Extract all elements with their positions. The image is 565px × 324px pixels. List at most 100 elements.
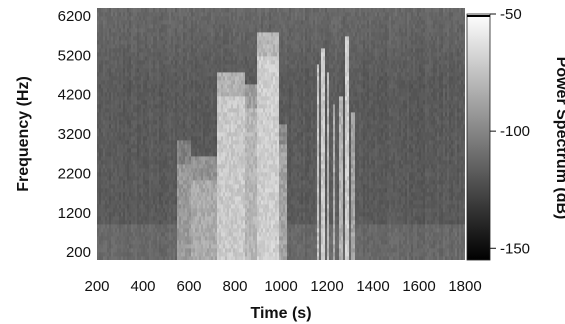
spectrogram-cell [149, 172, 152, 177]
spectrogram-cell [103, 144, 106, 149]
spectrogram-cell [151, 84, 154, 89]
spectrogram-cell [137, 64, 140, 69]
spectrogram-cell [109, 28, 112, 33]
spectrogram-cell [149, 76, 152, 81]
spectrogram-cell [137, 248, 140, 253]
spectrogram-cell [173, 216, 176, 221]
spectrogram-cell [107, 20, 110, 25]
spectrogram-cell [101, 48, 104, 53]
spectrogram-cell [115, 144, 118, 149]
spectrogram-cell [159, 160, 162, 165]
spectrogram-cell [101, 140, 104, 145]
spectrogram-cell [115, 204, 118, 209]
spectrogram-cell [175, 184, 178, 189]
spectrogram-cell [99, 208, 102, 213]
spectrogram-cell [149, 240, 152, 245]
spectrogram-cell [113, 48, 116, 53]
spectrogram-cell [137, 208, 140, 213]
spectrogram-cell [177, 92, 180, 97]
spectrogram-cell [137, 212, 140, 217]
spectrogram-cell [177, 212, 180, 217]
spectrogram-cell [103, 24, 106, 29]
spectrogram-cell [173, 248, 176, 253]
spectrogram-cell [109, 148, 112, 153]
spectrogram-cell [163, 220, 166, 225]
spectrogram-cell [153, 136, 156, 141]
spectrogram-cell [103, 68, 106, 73]
spectrogram-cell [117, 112, 120, 117]
spectrogram-cell [133, 52, 136, 57]
spectrogram-cell [97, 132, 100, 137]
spectrogram-cell [143, 180, 146, 185]
spectrogram-cell [153, 132, 156, 137]
spectrogram-cell [103, 232, 106, 237]
spectrogram-cell [165, 80, 168, 85]
spectrogram-cell [127, 108, 130, 113]
spectrogram-cell [147, 80, 150, 85]
spectrogram-cell [161, 196, 164, 201]
spectrogram-cell [131, 120, 134, 125]
spectrogram-cell [119, 40, 122, 45]
spectrogram-cell [127, 12, 130, 17]
spectrogram-cell [151, 164, 154, 169]
spectrogram-cell [179, 40, 182, 45]
spectrogram-cell [179, 248, 182, 253]
spectrogram-cell [173, 28, 176, 33]
spectrogram-cell [143, 252, 146, 257]
spectrogram-cell [115, 156, 118, 161]
spectrogram-cell [133, 36, 136, 41]
spectrogram-cell [159, 188, 162, 193]
spectrogram-cell [155, 48, 158, 53]
spectrogram-cell [117, 48, 120, 53]
spectrogram-cell [155, 148, 158, 153]
spectrogram-cell [135, 112, 138, 117]
spectrogram-cell [175, 136, 178, 141]
spectrogram-cell [175, 172, 178, 177]
spectrogram-cell [127, 100, 130, 105]
spectrogram-cell [117, 56, 120, 61]
spectrogram-cell [97, 124, 100, 129]
spectrogram-cell [169, 228, 172, 233]
spectrogram-cell [123, 56, 126, 61]
spectrogram-cell [143, 232, 146, 237]
spectrogram-cell [107, 100, 110, 105]
spectrogram-cell [175, 36, 178, 41]
spectrogram-cell [129, 180, 132, 185]
spectrogram-cell [167, 52, 170, 57]
spectrogram-cell [109, 64, 112, 69]
spectrogram-cell [139, 172, 142, 177]
spectrogram-cell [125, 56, 128, 61]
spectrogram-cell [143, 256, 146, 260]
spectrogram-cell [179, 72, 182, 77]
spectrogram-cell [107, 40, 110, 45]
spectrogram-cell [159, 48, 162, 53]
spectrogram-cell [97, 164, 100, 169]
spectrogram-cell [123, 84, 126, 89]
spectrogram-cell [103, 184, 106, 189]
spectrogram-cell [123, 172, 126, 177]
spectrogram-cell [97, 20, 100, 25]
spectrogram-cell [163, 24, 166, 29]
spectrogram-cell [151, 212, 154, 217]
spectrogram-cell [165, 232, 168, 237]
spectrogram-cell [157, 104, 160, 109]
spectrogram-cell [143, 36, 146, 41]
spectrogram-cell [161, 12, 164, 17]
spectrogram-cell [131, 88, 134, 93]
spectrogram-cell [139, 44, 142, 49]
spectrogram-cell [119, 152, 122, 157]
spectrogram-cell [151, 160, 154, 165]
spectrogram-cell [141, 144, 144, 149]
spectrogram-cell [129, 120, 132, 125]
spectrogram-cell [141, 192, 144, 197]
spectrogram-cell [169, 40, 172, 45]
spectrogram-cell [155, 188, 158, 193]
spectrogram-cell [155, 252, 158, 257]
spectrogram-cell [141, 112, 144, 117]
spectrogram-cell [143, 96, 146, 101]
spectrogram-cell [121, 104, 124, 109]
spectrogram-cell [131, 104, 134, 109]
spectrogram-cell [169, 12, 172, 17]
spectrogram-cell [125, 28, 128, 33]
